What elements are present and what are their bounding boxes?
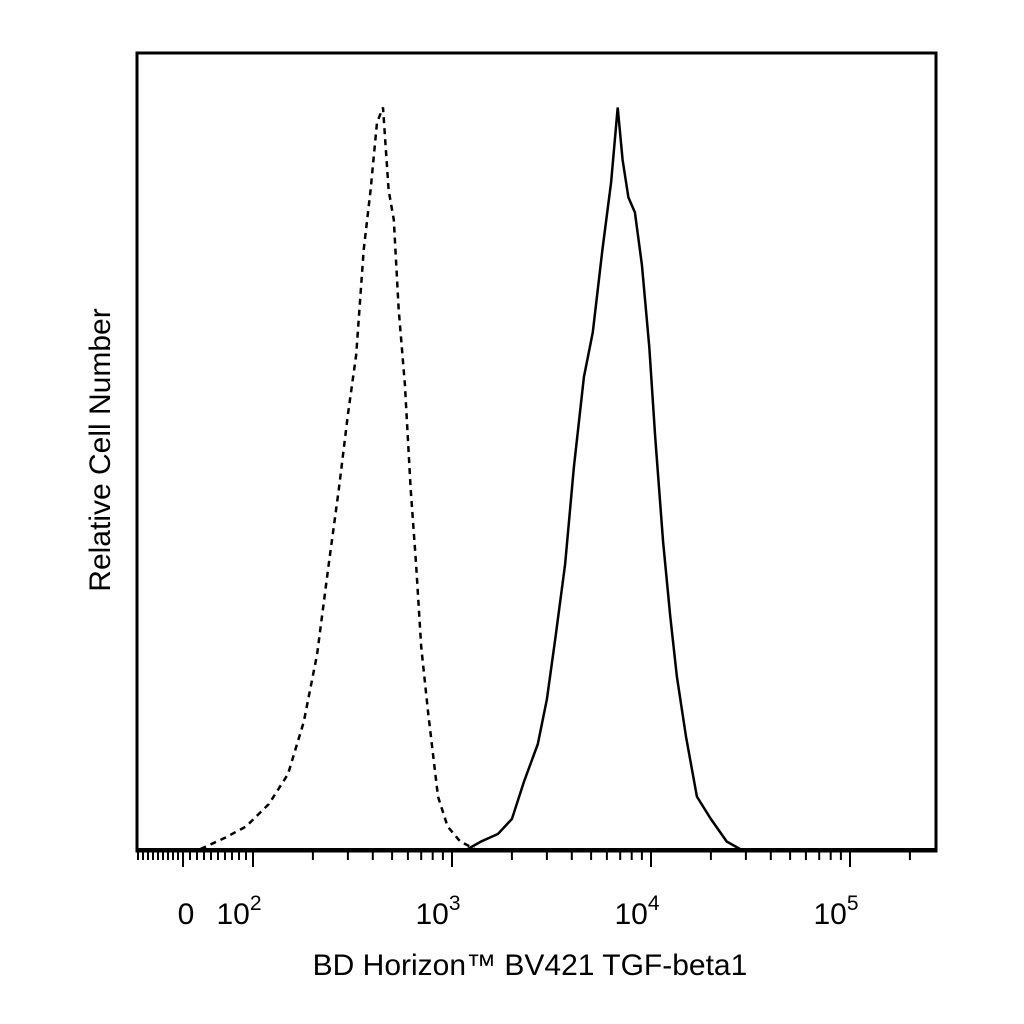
x-axis-ticks [137, 851, 911, 867]
x-axis-tick-label: 0 [178, 898, 195, 931]
series-layer [137, 107, 936, 851]
x-axis-tick-labels: 0 102 103 104 105 [178, 892, 859, 931]
plot-frame [135, 51, 938, 853]
x-axis-tick-label: 104 [614, 892, 659, 931]
x-axis-label: BD Horizon™ BV421 TGF-beta1 [313, 949, 748, 982]
y-axis-label: Relative Cell Number [84, 308, 117, 591]
histogram-series-dashed [199, 107, 476, 851]
x-axis-tick-label: 102 [216, 892, 261, 931]
x-axis-tick-label: 103 [415, 892, 460, 931]
x-axis-tick-label: 105 [813, 892, 858, 931]
histogram-series-solid [467, 107, 741, 851]
